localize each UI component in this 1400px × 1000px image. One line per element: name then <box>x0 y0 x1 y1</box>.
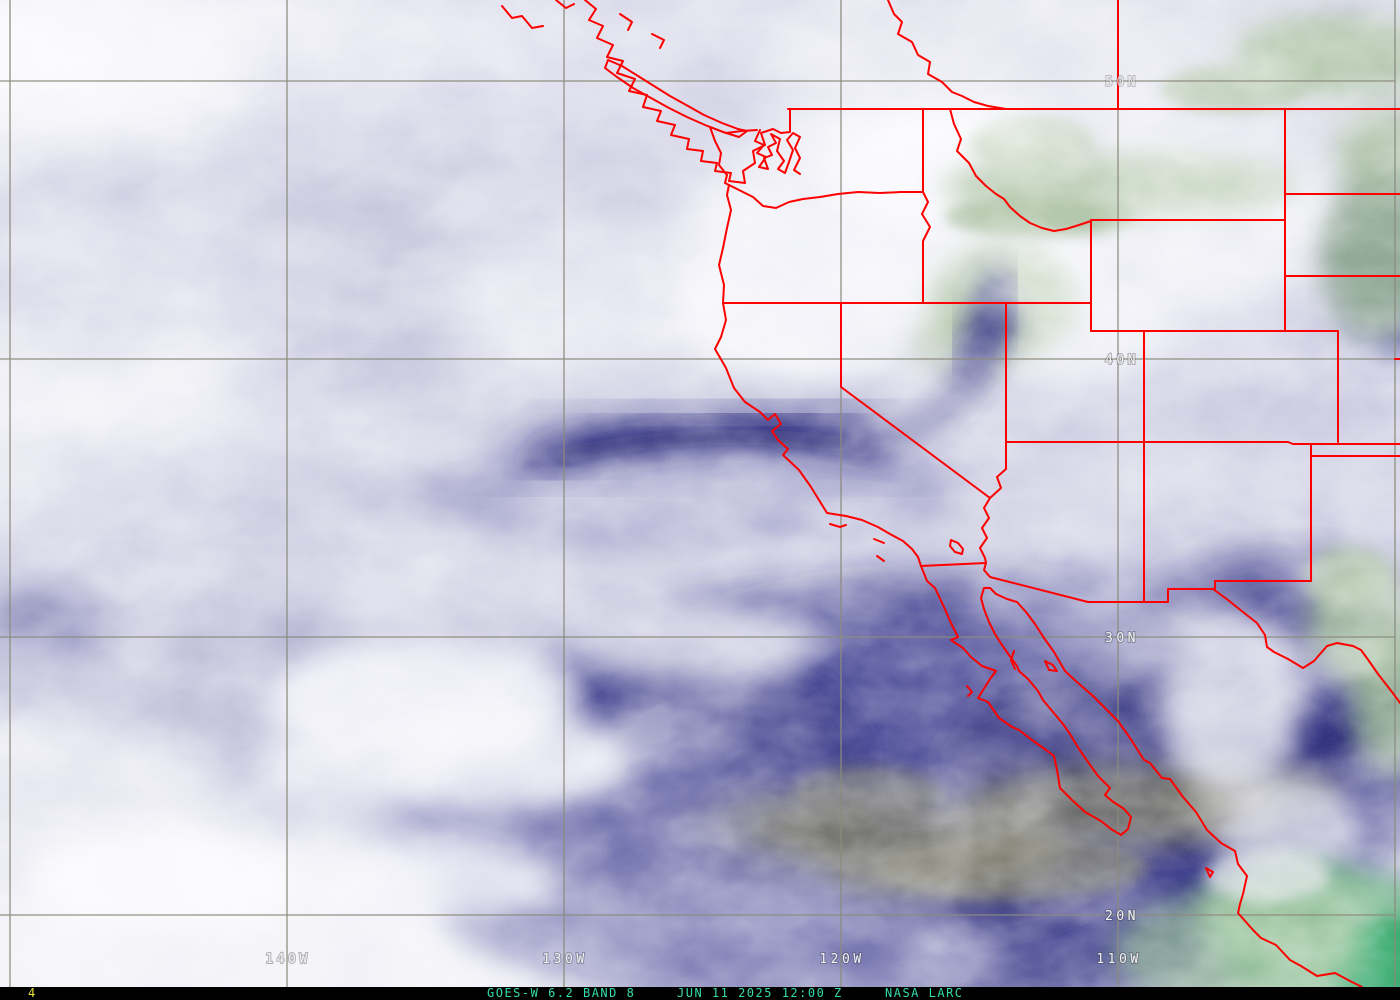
border-salton-sea <box>949 539 964 555</box>
coordinate-label: 120W <box>819 952 864 967</box>
border-id-mt <box>949 108 1092 232</box>
border-baja-gulf-coast <box>980 587 1132 836</box>
border-isla-cedros <box>966 685 973 697</box>
status-bar: 4 GOES-W 6.2 BAND 8 JUN 11 2025 12:00 Z … <box>0 987 1400 1000</box>
border-nm-tx-32n <box>1214 580 1312 590</box>
credit-label: NASA LARC <box>885 986 964 1000</box>
coordinate-label: 20N <box>1105 909 1139 924</box>
border-vancouver-island <box>604 59 748 138</box>
border-bc-fjord-coast <box>584 0 791 184</box>
border-san-clemente-island <box>876 555 885 562</box>
frame-number: 4 <box>28 986 37 1000</box>
image-timestamp: JUN 11 2025 12:00 Z <box>677 986 843 1000</box>
coordinate-label: 110W <box>1096 952 1141 967</box>
border-rio-grande <box>1212 588 1400 704</box>
border-bc-islet-2 <box>619 13 633 31</box>
coordinate-label: 40N <box>1105 353 1139 368</box>
border-us-mexico <box>920 562 1214 603</box>
border-wa-or-columbia <box>728 184 924 209</box>
border-mexico-mainland-coast <box>989 587 1363 987</box>
coordinate-label: 140W <box>265 952 310 967</box>
border-ca-nv <box>840 302 991 499</box>
border-islas-marias <box>1205 867 1214 878</box>
border-ca-az-river <box>979 497 991 564</box>
border-bc-ab-divide <box>887 0 1007 110</box>
map-borders <box>501 0 1400 987</box>
border-bc-islet-1 <box>555 0 575 9</box>
graticule-labels: 50N 40N 30N 20N 140W 130W 120W 110W <box>264 74 1141 968</box>
border-puget-sound <box>754 129 801 175</box>
border-bc-islet-3 <box>651 33 665 49</box>
border-catalina-island <box>873 538 885 544</box>
border-channel-islands-n <box>829 523 847 528</box>
border-haida-gwaii <box>501 5 544 29</box>
border-juan-de-fuca <box>709 126 758 134</box>
border-az-nv-river <box>989 441 1007 499</box>
border-isla-angel <box>1010 650 1016 670</box>
coordinate-label: 50N <box>1105 75 1139 90</box>
border-pacific-coast <box>714 184 1122 836</box>
coordinate-label: 30N <box>1105 631 1139 646</box>
coordinate-label: 130W <box>542 952 587 967</box>
border-olympic-coast <box>709 126 730 186</box>
border-line-37n <box>1005 441 1400 445</box>
product-title: GOES-W 6.2 BAND 8 <box>487 986 636 1000</box>
border-isla-tiburon <box>1044 660 1058 672</box>
border-or-id-snake <box>921 191 931 304</box>
